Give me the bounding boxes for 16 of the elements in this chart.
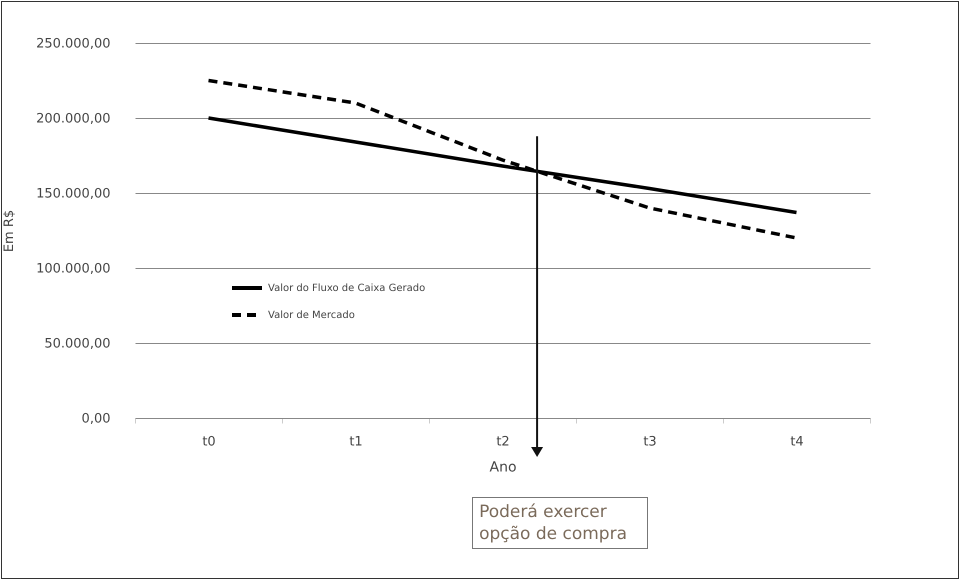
y-tick-label: 100.000,00 [36,262,110,276]
y-tick-label: 150.000,00 [36,186,110,202]
x-tick-label: t3 [643,434,657,450]
text: Poderá exercer opção de compra [472,497,648,549]
legend-label: Valor de Mercado [268,310,355,321]
x-tick-label: t0 [202,434,216,450]
legend-label: Valor do Fluxo de Caixa Gerado [268,283,426,294]
y-tick-label: 250.000,00 [36,36,110,52]
x-tick-label: t4 [790,434,804,450]
x-tick-label: t2 [496,434,510,450]
x-tick-label: t1 [349,434,363,450]
y-tick-label: 0,00 [82,412,110,426]
y-tick-label: 200.000,00 [36,112,110,126]
y-axis-title: Em R$ [2,210,18,252]
y-tick-label: 50.000,00 [44,336,110,352]
x-axis-title: Ano [489,460,517,476]
